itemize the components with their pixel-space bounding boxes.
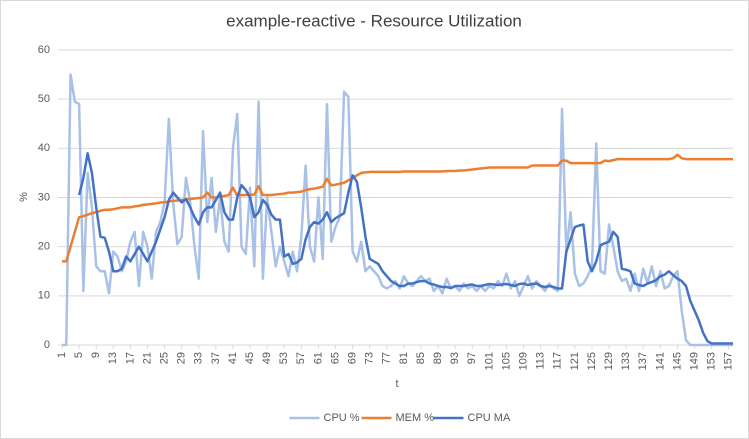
x-tick-label: 41 xyxy=(227,352,239,364)
y-axis-label: % xyxy=(18,192,30,202)
x-tick-label: 33 xyxy=(193,352,205,364)
x-tick-label: 145 xyxy=(671,352,683,370)
x-tick-label: 9 xyxy=(90,352,102,358)
x-tick-label: 109 xyxy=(517,352,529,370)
legend-label: CPU % xyxy=(324,412,360,424)
x-tick-label: 5 xyxy=(73,352,85,358)
x-tick-label: 129 xyxy=(603,352,615,370)
x-tick-label: 49 xyxy=(261,352,273,364)
x-tick-label: 125 xyxy=(586,352,598,370)
x-tick-label: 77 xyxy=(381,352,393,364)
x-tick-label: 25 xyxy=(158,352,170,364)
x-axis-label: t xyxy=(395,378,398,390)
x-tick-label: 141 xyxy=(654,352,666,370)
y-tick-label: 40 xyxy=(38,142,50,154)
x-tick-label: 117 xyxy=(552,352,564,370)
x-tick-label: 137 xyxy=(637,352,649,370)
x-tick-label: 69 xyxy=(347,352,359,364)
x-tick-label: 21 xyxy=(141,352,153,364)
x-tick-label: 17 xyxy=(124,352,136,364)
x-tick-label: 53 xyxy=(278,352,290,364)
series-line xyxy=(77,152,733,345)
x-tick-label: 65 xyxy=(329,352,341,364)
x-tick-label: 105 xyxy=(500,352,512,370)
x-tick-label: 93 xyxy=(449,352,461,364)
chart-title: example-reactive - Resource Utilization xyxy=(226,11,522,30)
series-line xyxy=(62,153,733,263)
x-tick-label: 85 xyxy=(415,352,427,364)
x-tick-label: 157 xyxy=(723,352,735,370)
x-tick-label: 1 xyxy=(56,352,68,358)
y-tick-label: 50 xyxy=(38,93,50,105)
x-tick-label: 45 xyxy=(244,352,256,364)
x-tick-label: 113 xyxy=(535,352,547,370)
x-tick-label: 29 xyxy=(176,352,188,364)
y-tick-label: 60 xyxy=(38,44,50,56)
x-tick-label: 13 xyxy=(107,352,119,364)
x-tick-label: 149 xyxy=(688,352,700,370)
x-tick-label: 97 xyxy=(466,352,478,364)
y-tick-label: 30 xyxy=(38,191,50,203)
legend-label: MEM % xyxy=(396,412,435,424)
x-tick-label: 57 xyxy=(295,352,307,364)
x-tick-label: 81 xyxy=(398,352,410,364)
y-tick-label: 10 xyxy=(38,290,50,302)
x-tick-label: 89 xyxy=(432,352,444,364)
y-tick-label: 20 xyxy=(38,241,50,253)
x-tick-label: 121 xyxy=(569,352,581,370)
legend-label: CPU MA xyxy=(468,412,511,424)
x-tick-label: 73 xyxy=(364,352,376,364)
x-tick-label: 101 xyxy=(483,352,495,370)
y-tick-label: 0 xyxy=(44,339,50,351)
x-tick-label: 153 xyxy=(706,352,718,370)
x-tick-label: 61 xyxy=(312,352,324,364)
x-tick-label: 37 xyxy=(210,352,222,364)
x-tick-label: 133 xyxy=(620,352,632,370)
